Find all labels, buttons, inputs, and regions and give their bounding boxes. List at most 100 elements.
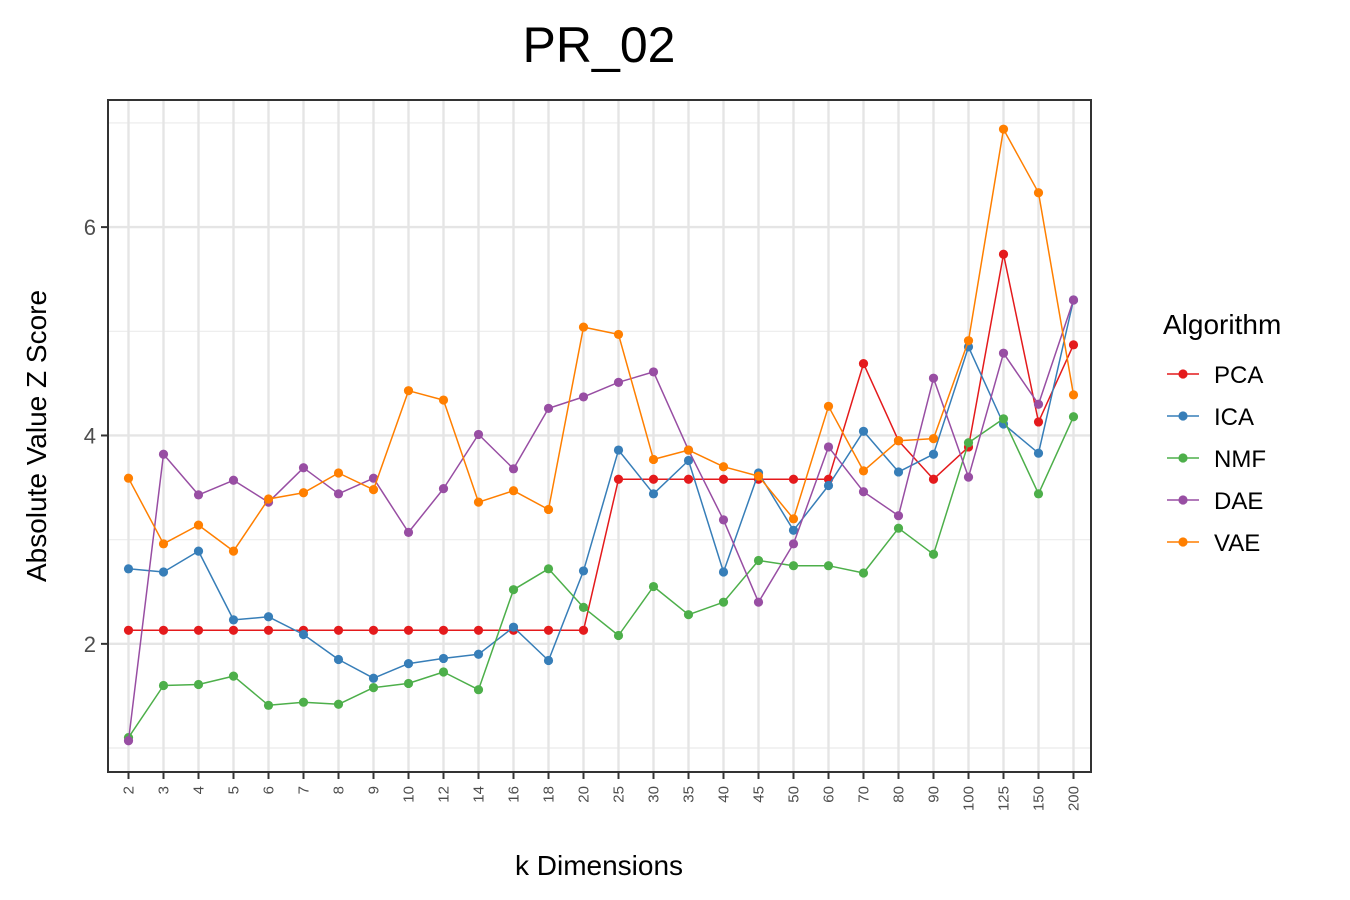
data-point-dae [298, 463, 309, 473]
data-point-dae [158, 449, 169, 459]
data-point-dae [1068, 295, 1079, 305]
data-point-vae [1033, 188, 1044, 198]
data-point-nmf [928, 549, 939, 559]
legend-item-nmf: NMF [1167, 446, 1266, 473]
data-point-vae [578, 322, 589, 332]
legend-title: Algorithm [1163, 309, 1281, 340]
y-tick-label: 4 [84, 423, 96, 448]
data-point-dae [543, 403, 554, 413]
data-point-pca [438, 625, 449, 635]
data-point-pca [683, 474, 694, 484]
data-point-ica [823, 480, 834, 491]
data-point-ica [508, 622, 519, 632]
x-tick-label: 150 [1031, 786, 1048, 811]
data-point-pca [333, 625, 344, 635]
data-point-nmf [893, 523, 904, 533]
x-tick-label: 18 [541, 786, 558, 803]
x-tick-label: 12 [436, 786, 453, 803]
data-point-pca [1033, 417, 1044, 427]
data-point-vae [333, 468, 344, 478]
x-tick-label: 35 [681, 786, 698, 803]
data-point-vae [193, 520, 204, 530]
data-point-dae [718, 515, 729, 525]
data-point-pca [578, 625, 589, 635]
chart-title: PR_02 [523, 17, 676, 73]
data-point-pca [368, 625, 379, 635]
data-point-vae [718, 462, 729, 472]
data-point-pca [718, 474, 729, 484]
legend-key-point [1178, 495, 1188, 505]
x-tick-label: 40 [716, 786, 733, 803]
data-point-nmf [858, 568, 869, 578]
data-point-ica [543, 655, 554, 666]
data-point-vae [123, 473, 134, 483]
data-point-dae [613, 377, 624, 387]
x-tick-label: 7 [296, 786, 313, 794]
legend-item-ica: ICA [1167, 404, 1254, 431]
x-tick-label: 16 [506, 786, 523, 803]
data-point-vae [438, 395, 449, 405]
series-pca [123, 249, 1079, 635]
data-point-nmf [473, 685, 484, 695]
data-point-dae [193, 490, 204, 500]
legend-item-dae: DAE [1167, 488, 1263, 515]
data-point-dae [963, 472, 974, 482]
data-point-vae [403, 386, 414, 396]
x-tick-label: 8 [331, 786, 348, 794]
data-point-nmf [1033, 489, 1044, 499]
series-nmf [123, 412, 1079, 743]
x-tick-label: 50 [786, 786, 803, 803]
data-point-pca [998, 249, 1009, 259]
data-point-ica [263, 612, 274, 622]
legend-key-point [1178, 537, 1188, 547]
x-tick-label: 25 [611, 786, 628, 803]
data-point-nmf [193, 679, 204, 690]
data-point-nmf [298, 697, 309, 707]
data-point-vae [753, 471, 764, 481]
data-point-vae [893, 436, 904, 446]
data-point-pca [473, 625, 484, 635]
data-point-vae [508, 486, 519, 496]
data-point-ica [858, 426, 869, 436]
data-point-vae [368, 485, 379, 495]
x-tick-label: 20 [576, 786, 593, 803]
data-point-ica [193, 546, 204, 556]
legend-key-point [1178, 411, 1188, 421]
data-point-nmf [438, 667, 449, 677]
data-point-dae [368, 473, 379, 483]
data-point-dae [473, 429, 484, 440]
data-point-ica [473, 649, 484, 659]
data-point-vae [823, 401, 834, 411]
x-tick-label: 3 [156, 786, 173, 794]
legend-label: DAE [1214, 488, 1263, 515]
data-point-pca [928, 474, 939, 484]
data-point-dae [648, 367, 659, 377]
x-tick-label: 5 [226, 786, 243, 794]
data-point-ica [788, 525, 799, 535]
legend-label: VAE [1214, 530, 1260, 557]
series-layer [123, 124, 1079, 746]
data-point-dae [928, 373, 939, 383]
data-point-dae [508, 464, 519, 474]
data-point-dae [753, 597, 764, 607]
data-point-nmf [1068, 412, 1079, 422]
data-point-pca [123, 625, 134, 635]
data-point-vae [158, 539, 169, 549]
data-point-ica [683, 455, 694, 466]
data-point-nmf [263, 700, 274, 710]
data-point-vae [1068, 390, 1079, 400]
data-point-nmf [683, 610, 694, 620]
y-tick-label: 2 [84, 632, 96, 657]
series-dae [123, 295, 1079, 746]
x-tick-label: 200 [1066, 786, 1083, 811]
legend-item-vae: VAE [1167, 530, 1260, 557]
x-axis-title: k Dimensions [515, 850, 683, 881]
data-point-ica [333, 654, 344, 665]
data-point-nmf [403, 678, 414, 689]
data-point-nmf [998, 414, 1009, 424]
data-point-ica [403, 659, 414, 669]
data-point-vae [298, 488, 309, 498]
x-tick-label: 70 [856, 786, 873, 803]
data-point-vae [963, 336, 974, 346]
